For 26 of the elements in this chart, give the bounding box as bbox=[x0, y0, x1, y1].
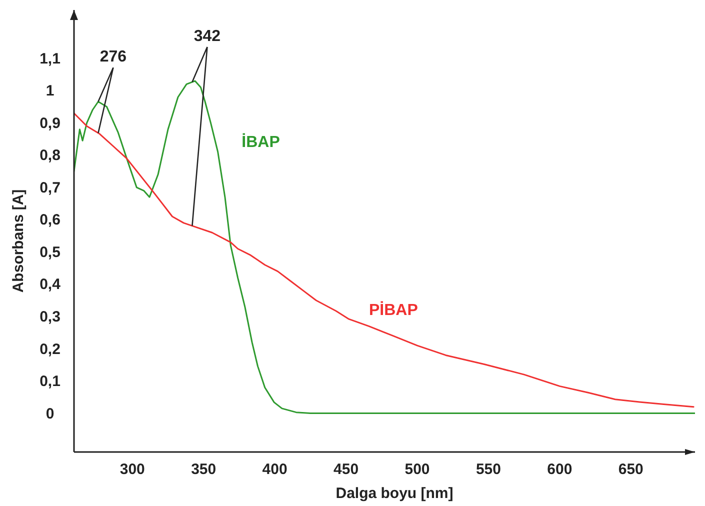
x-tick-label: 300 bbox=[120, 461, 145, 478]
x-tick-label: 400 bbox=[262, 461, 288, 478]
y-tick-label: 0 bbox=[46, 405, 54, 422]
x-tick-label: 600 bbox=[547, 461, 572, 478]
y-axis-title: Absorbans [A] bbox=[10, 189, 27, 293]
y-tick-label: 0,6 bbox=[40, 212, 60, 229]
x-tick-label: 550 bbox=[476, 461, 501, 478]
x-tick-label: 500 bbox=[404, 461, 430, 478]
y-tick-label: 0,1 bbox=[40, 373, 60, 390]
series-label: İBAP bbox=[242, 133, 280, 152]
annotation: 276 bbox=[100, 48, 127, 66]
y-tick-label: 0,7 bbox=[40, 179, 60, 196]
y-tick-label: 1 bbox=[46, 82, 54, 100]
y-tick-label: 0,3 bbox=[40, 308, 60, 326]
y-tick-label: 0,2 bbox=[40, 340, 60, 358]
x-tick-label: 350 bbox=[191, 461, 216, 478]
y-tick-label: 1,1 bbox=[40, 50, 60, 68]
y-tick-label: 0,9 bbox=[40, 114, 60, 132]
y-tick-label: 0,8 bbox=[40, 147, 60, 164]
y-tick-label: 0,4 bbox=[40, 276, 62, 294]
y-tick-label: 0,5 bbox=[40, 244, 60, 261]
x-tick-label: 450 bbox=[334, 461, 359, 478]
x-axis-title: Dalga boyu [nm] bbox=[336, 485, 454, 502]
x-tick-label: 650 bbox=[618, 461, 644, 478]
series-label: PİBAP bbox=[368, 300, 418, 319]
annotation: 342 bbox=[194, 28, 221, 45]
